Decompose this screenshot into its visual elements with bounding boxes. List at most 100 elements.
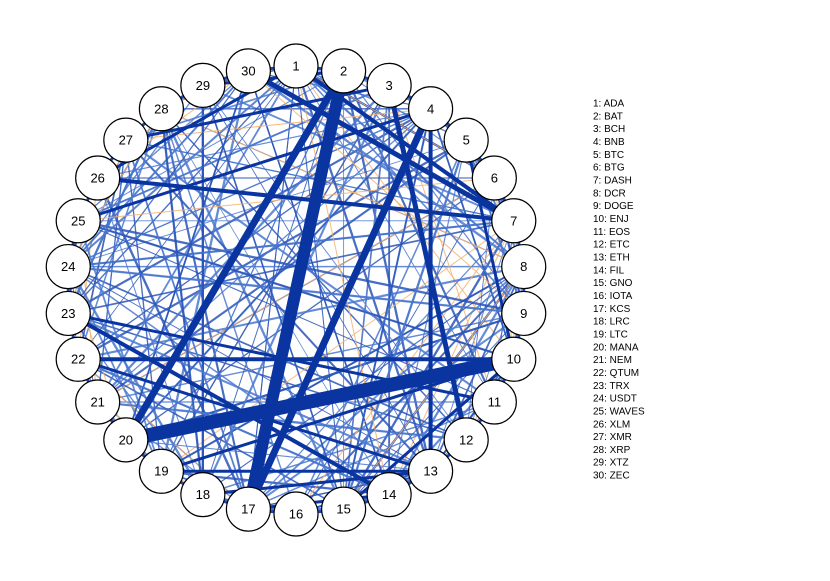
legend-entry: 16: IOTA (593, 291, 633, 302)
edge (202, 85, 345, 510)
edge (160, 108, 345, 510)
node (180, 62, 226, 108)
legend-entry: 18: LRC (593, 317, 630, 328)
edge (67, 265, 204, 496)
edge (295, 65, 390, 495)
node-label: 27 (119, 133, 133, 148)
edge (125, 312, 525, 441)
legend-entry: 12: ETC (593, 240, 630, 251)
node-label: 30 (241, 63, 255, 78)
edge (68, 219, 514, 315)
legend-entry: 5: BTC (593, 150, 624, 161)
node-label: 17 (241, 502, 255, 517)
edge (125, 439, 431, 472)
legend-entry: 10: ENJ (593, 214, 629, 225)
edge (386, 84, 469, 441)
edge (160, 265, 525, 473)
legend-entry: 8: DCR (593, 188, 626, 199)
edge (161, 70, 344, 472)
node (491, 198, 537, 244)
node-label: 16 (289, 507, 303, 522)
node-label: 7 (510, 213, 517, 228)
edge (96, 65, 297, 403)
node (321, 486, 367, 532)
edge (247, 312, 525, 510)
edge (67, 108, 431, 268)
node (273, 43, 319, 89)
edge (248, 493, 390, 511)
edge (124, 139, 250, 510)
edge (67, 311, 391, 497)
node-label: 26 (90, 171, 104, 186)
legend-entry: 2: BAT (593, 111, 623, 122)
edge (160, 357, 515, 473)
edge (342, 70, 496, 403)
node (55, 198, 101, 244)
edge (67, 70, 250, 268)
node-label: 12 (459, 432, 473, 447)
node (471, 379, 517, 425)
legend-entry: 1: ADA (593, 99, 624, 110)
edge (67, 107, 432, 315)
edge (388, 85, 495, 403)
edge (429, 358, 515, 472)
node-label: 21 (90, 395, 104, 410)
node (45, 243, 91, 290)
edge (342, 108, 432, 510)
edge (67, 65, 297, 314)
legend-entry: 14: FIL (593, 265, 625, 276)
legend-entry: 11: EOS (593, 227, 630, 238)
node-label: 19 (154, 464, 168, 479)
legend-entry: 6: BTG (593, 163, 625, 174)
legend-entry: 15: GNO (593, 278, 633, 289)
node-label: 15 (336, 502, 350, 517)
node (491, 336, 537, 382)
edge (248, 70, 525, 314)
node-label: 22 (71, 352, 85, 367)
node (366, 62, 412, 108)
legend-entry: 24: USDT (593, 394, 637, 405)
node-label: 5 (463, 133, 470, 148)
edge (245, 107, 434, 511)
node-label: 9 (520, 306, 527, 321)
node-label: 8 (520, 259, 527, 274)
node-label: 2 (340, 63, 347, 78)
node (501, 290, 547, 337)
legend-entry: 9: DOGE (593, 201, 634, 212)
edge (125, 177, 495, 441)
node (55, 336, 101, 382)
edge (97, 177, 204, 495)
node-label: 20 (119, 432, 133, 447)
legend-entry: 27: XMR (593, 432, 632, 443)
node (443, 417, 489, 463)
edge (125, 108, 431, 441)
edge (247, 220, 515, 510)
legend-entry: 4: BNB (593, 137, 625, 148)
node (408, 86, 454, 132)
legend-entry: 21: NEM (593, 355, 632, 366)
edge (97, 176, 514, 223)
edge (97, 401, 467, 441)
edge (493, 177, 525, 314)
legend-entry: 29: XTZ (593, 458, 629, 469)
node-label: 18 (196, 487, 210, 502)
edge (342, 139, 468, 510)
edge (125, 83, 390, 142)
node-label: 6 (491, 171, 498, 186)
legend-entry: 26: XLM (593, 419, 630, 430)
node (443, 117, 489, 163)
node-label: 14 (382, 487, 396, 502)
node-label: 13 (423, 464, 437, 479)
nodes: 1 234567891011121314151617181920212223242… (45, 43, 547, 537)
legend-entry: 28: XRP (593, 445, 631, 456)
edge (242, 69, 350, 511)
edge (97, 108, 432, 403)
edge (96, 177, 250, 510)
edge (124, 70, 345, 441)
node-label: 4 (427, 101, 434, 116)
edge (77, 357, 432, 473)
edge (67, 265, 390, 496)
